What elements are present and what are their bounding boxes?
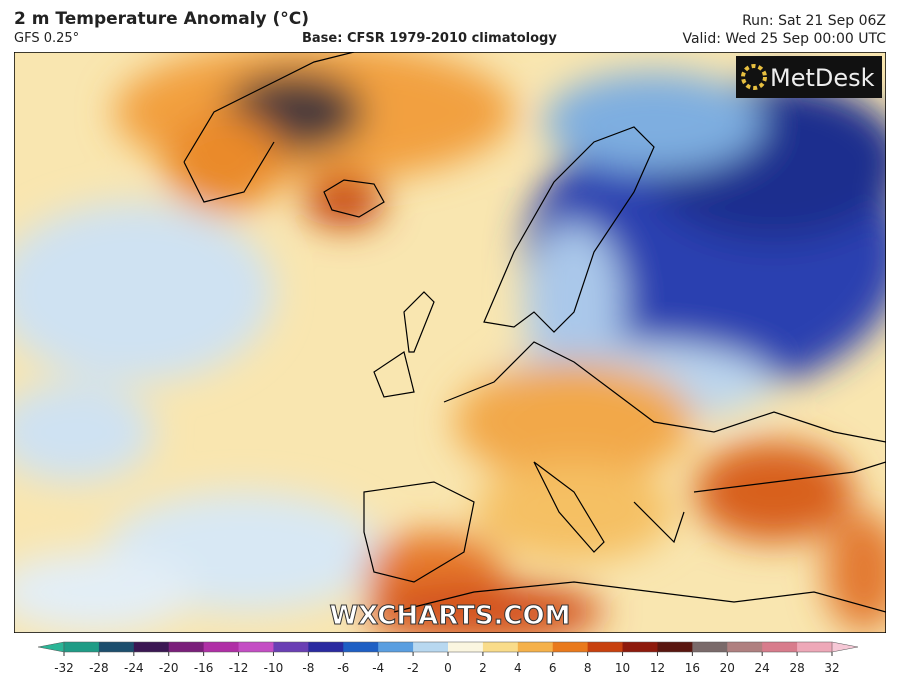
colorbar-tick-label: 16 <box>685 661 700 675</box>
colorbar-tick-label: -2 <box>407 661 419 675</box>
colorbar-high-end <box>831 641 859 653</box>
colorbar-tick-label: -32 <box>54 661 74 675</box>
map: MetDesk WXCHARTS.COM <box>14 52 886 633</box>
run: Run: Sat 21 Sep 06Z <box>742 13 886 29</box>
base: Base: CFSR 1979-2010 climatology <box>302 31 557 46</box>
colorbar-segment <box>657 642 693 652</box>
colorbar-tick-label: 24 <box>755 661 770 675</box>
colorbar-segment <box>587 642 624 652</box>
colorbar-tick-label: 8 <box>584 661 592 675</box>
colorbar-segment <box>797 642 833 652</box>
colorbar-segment <box>133 642 170 652</box>
colorbar-segment <box>203 642 240 652</box>
colorbar-segment <box>273 642 309 652</box>
colorbar-segment <box>413 642 449 652</box>
colorbar-tick-label: 6 <box>549 661 557 675</box>
colorbar-segment <box>762 642 798 652</box>
colorbar-tick-label: -20 <box>159 661 179 675</box>
colorbar-tick-label: 10 <box>615 661 630 675</box>
colorbar-tick-label: -6 <box>337 661 349 675</box>
colorbar-segment <box>482 642 519 652</box>
valid: Valid: Wed 25 Sep 00:00 UTC <box>682 31 886 47</box>
colorbar-segment <box>378 642 414 652</box>
colorbar-segment <box>448 642 484 652</box>
colorbar-tick-label: -16 <box>194 661 214 675</box>
colorbar-tick-label: -12 <box>229 661 249 675</box>
colorbar-tick-label: 32 <box>824 661 839 675</box>
title: 2 m Temperature Anomaly (°C) <box>14 9 310 29</box>
watermark: WXCHARTS.COM <box>329 601 570 631</box>
colorbar-segment <box>98 642 135 652</box>
colorbar-segment <box>238 642 274 652</box>
colorbar-segment <box>517 642 554 652</box>
colorbar-segment <box>343 642 379 652</box>
colorbar-tick-label: 28 <box>789 661 804 675</box>
colorbar-segment <box>552 642 589 652</box>
temperature-field <box>14 52 886 633</box>
colorbar-tick-label: 12 <box>650 661 665 675</box>
colorbar-tick-label: -4 <box>372 661 384 675</box>
colorbar-tick-label: 2 <box>479 661 487 675</box>
colorbar-low-end <box>37 641 65 653</box>
colorbar-tick-label: -24 <box>124 661 144 675</box>
logo-box <box>736 56 882 98</box>
colorbar-tick-label: 4 <box>514 661 522 675</box>
colorbar-segment <box>622 642 658 652</box>
logo: MetDesk <box>770 64 875 92</box>
colorbar-tick-label: -10 <box>264 661 284 675</box>
colorbar-segment <box>727 642 763 652</box>
colorbar-tick-label: -8 <box>302 661 314 675</box>
colorbar-segment <box>64 642 100 652</box>
colorbar-tick-label: 20 <box>720 661 735 675</box>
colorbar: -32 -28 -24 -20 -16 -12 -10 -8 -6 -4 -2 0 2 4 6 8 10 12 16… <box>37 641 859 675</box>
colorbar-segment <box>168 642 205 652</box>
colorbar-tick-label: -28 <box>89 661 109 675</box>
colorbar-tick-label: 0 <box>444 661 452 675</box>
colorbar-segment <box>692 642 728 652</box>
model: GFS 0.25° <box>14 31 80 46</box>
colorbar-segment <box>308 642 344 652</box>
